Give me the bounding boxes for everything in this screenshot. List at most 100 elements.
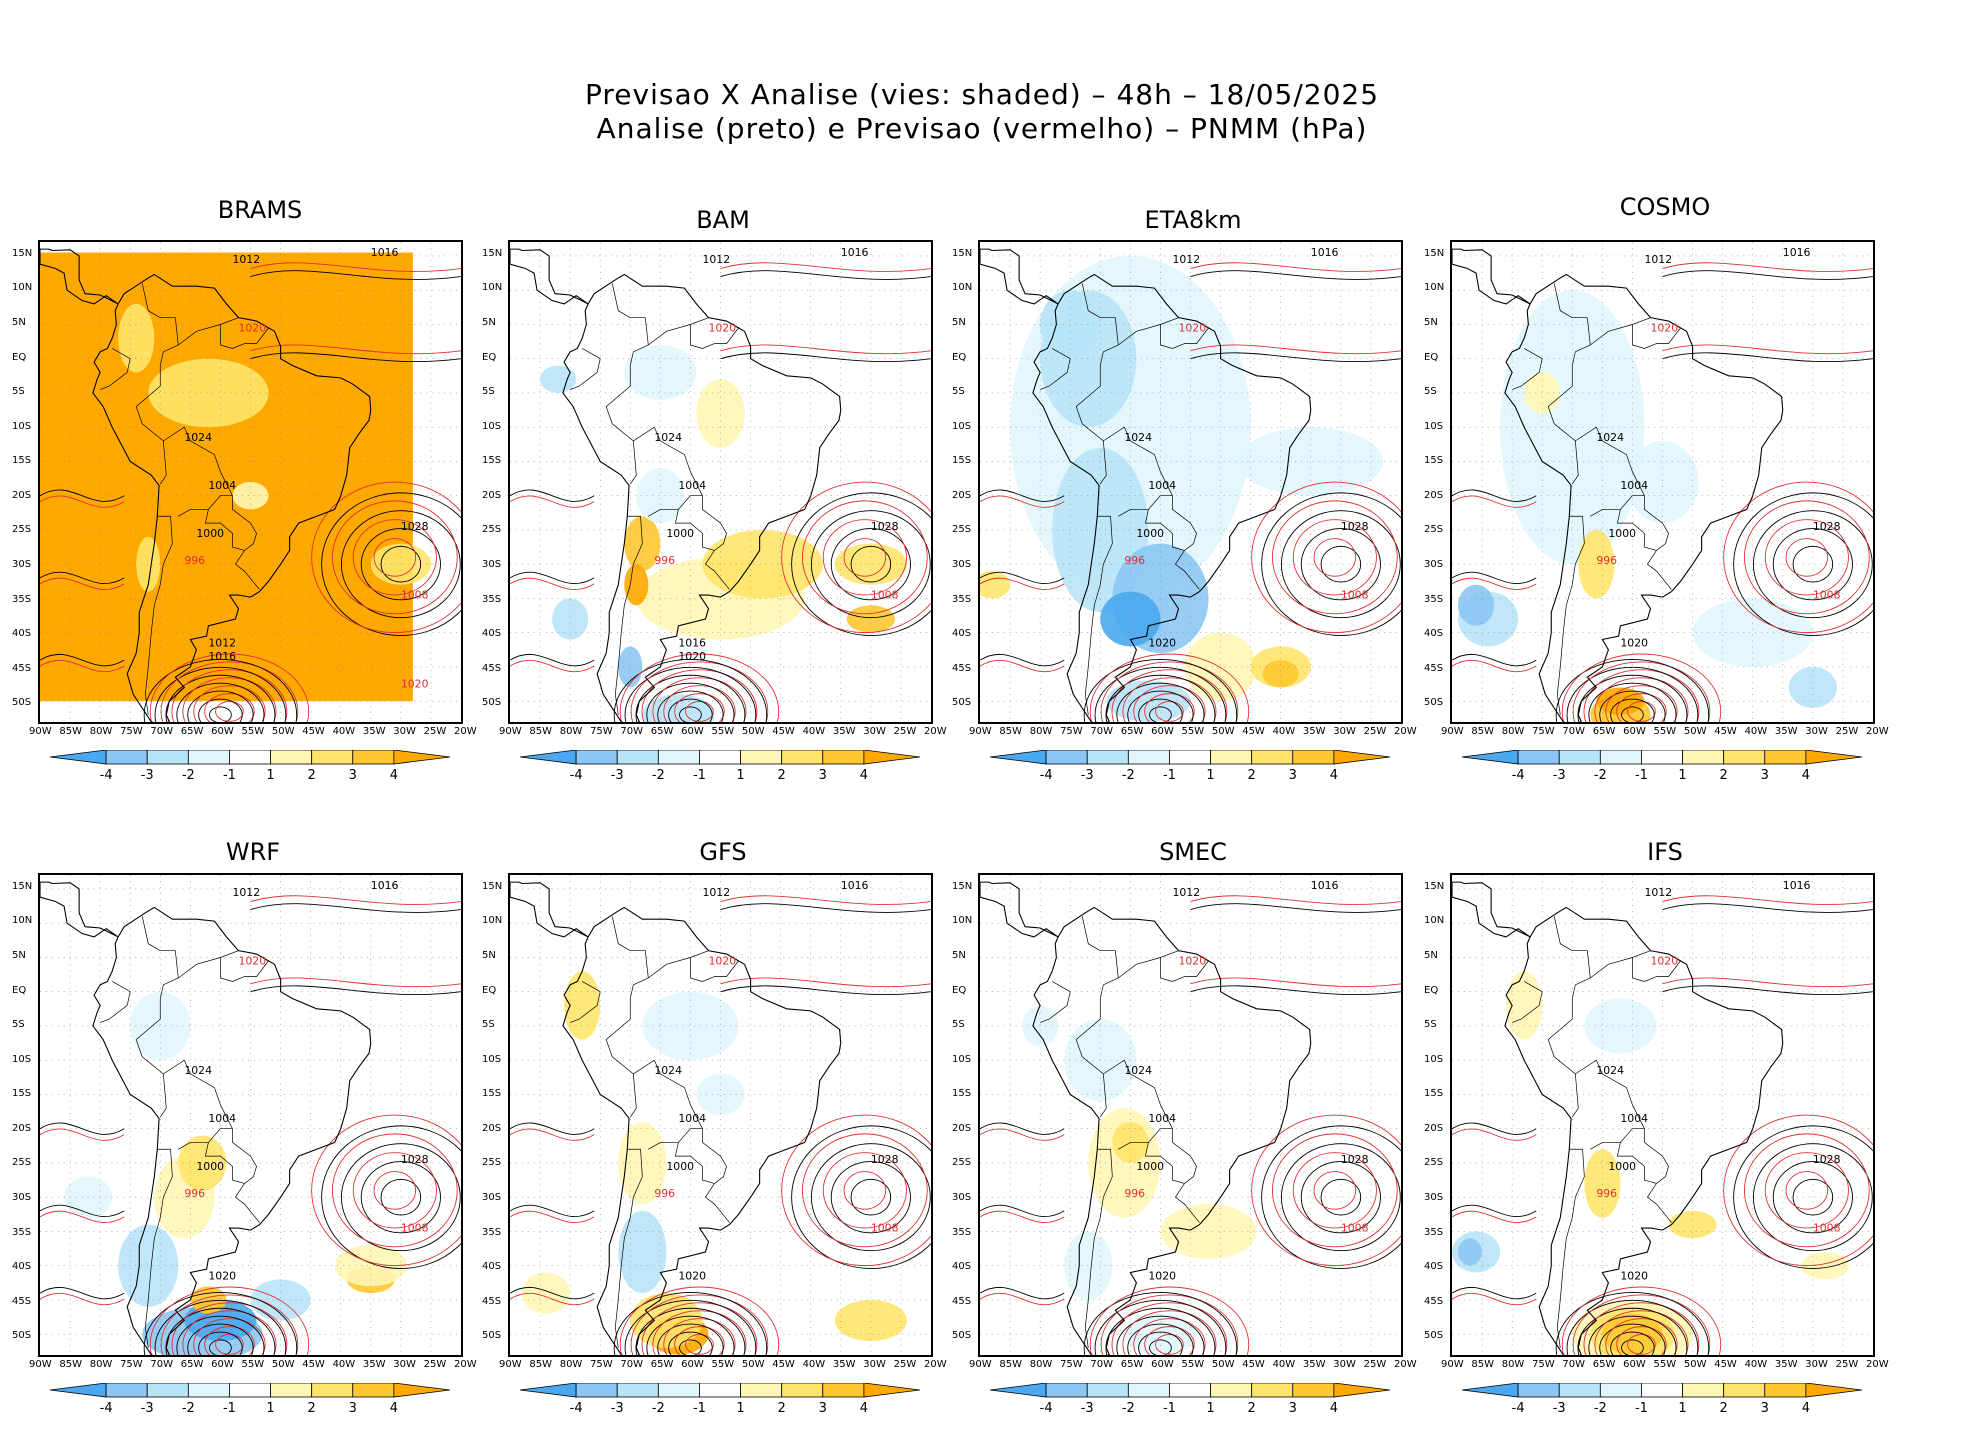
isobar-analysis xyxy=(980,1122,1065,1135)
lon-tick-label: 85W xyxy=(59,1359,82,1370)
isobar-label: 1004 xyxy=(208,479,236,492)
isobar-analysis xyxy=(1792,545,1834,583)
south-america-outline xyxy=(1504,906,1784,1355)
lon-tick-label: 50W xyxy=(1683,1359,1707,1370)
isobar-forecast xyxy=(980,1210,1065,1223)
country-border xyxy=(144,1148,173,1348)
lat-tick-label: 10N xyxy=(12,282,33,294)
isobar-analysis xyxy=(40,654,125,667)
country-border xyxy=(163,426,260,590)
colorbar-swatch xyxy=(990,750,1047,765)
colorbar-label: -2 xyxy=(1593,768,1607,783)
colorbar-label: 2 xyxy=(307,1401,316,1416)
lon-tick-label: 40W xyxy=(332,1359,356,1370)
isobar-analysis xyxy=(1452,571,1537,584)
colorbar-label: 4 xyxy=(389,768,399,783)
isobar-forecast xyxy=(1452,1210,1537,1223)
colorbar-swatch xyxy=(1251,750,1294,765)
isobar-forecast xyxy=(510,577,595,590)
isobar-forecast xyxy=(1144,1326,1195,1355)
isobar-analysis xyxy=(1772,528,1853,601)
lon-tick-label: 50W xyxy=(271,726,295,737)
isobar-analysis xyxy=(1733,1125,1873,1269)
country-border xyxy=(135,950,239,1118)
colorbar-swatch xyxy=(657,1383,700,1398)
lon-tick-label: 30W xyxy=(1333,1359,1356,1370)
isobar-analysis xyxy=(1094,1299,1227,1355)
map-canvas-wrf: 1012 1016 1020 1024 1028 1008 1004 1000 996 1020 xyxy=(40,875,461,1355)
isobar-label: 1008 xyxy=(1813,1221,1841,1234)
lon-tick-label: 40W xyxy=(802,1359,826,1370)
lon-tick-label: 70W xyxy=(1090,726,1114,737)
map-panel-wrf: 1012 1016 1020 1024 1028 1008 1004 1000 996 1020 xyxy=(38,873,463,1357)
isobar-forecast xyxy=(250,262,461,272)
isobar-analysis xyxy=(720,352,931,363)
lat-tick-label: 45S xyxy=(12,1295,32,1307)
isobar-forecast xyxy=(980,660,1065,673)
colorbar-label: -3 xyxy=(1552,768,1566,783)
isobar-forecast xyxy=(1583,669,1700,722)
country-border xyxy=(1556,1148,1585,1348)
isobar-forecast xyxy=(352,1152,437,1229)
colorbar-label: 4 xyxy=(859,768,869,783)
colorbar-swatch xyxy=(616,1383,659,1398)
country-border xyxy=(1081,916,1119,979)
colorbar-label: -4 xyxy=(1039,1401,1053,1416)
isobar-forecast xyxy=(1313,1171,1357,1210)
isobar-forecast xyxy=(1572,661,1711,722)
lat-tick-label: 40S xyxy=(1424,628,1444,640)
lon-tick-label: 20W xyxy=(924,726,947,737)
colorbar-label: -4 xyxy=(99,1401,113,1416)
lat-tick-label: 5S xyxy=(12,1019,25,1031)
isobar-label: 1020 xyxy=(208,1269,236,1282)
isobar-forecast xyxy=(630,661,769,722)
isobar-analysis xyxy=(657,690,724,722)
isobar-label: 1012 xyxy=(702,886,730,899)
lon-tick-label: 45W xyxy=(772,726,795,737)
lat-tick-label: 30S xyxy=(12,558,32,570)
isobar-label: 1004 xyxy=(1620,479,1648,492)
colorbar-swatch xyxy=(1333,1383,1390,1398)
isobar-analysis xyxy=(1116,1315,1205,1355)
bias-patch-neg1 xyxy=(1692,598,1813,667)
colorbar-label: 3 xyxy=(1288,768,1297,783)
lat-tick-label: 35S xyxy=(952,593,972,605)
country-border xyxy=(614,515,643,715)
isobar-analysis xyxy=(1555,658,1710,722)
lat-tick-label: 50S xyxy=(1424,697,1444,709)
isobar-forecast xyxy=(1089,1286,1250,1355)
map-canvas-eta: 1012 1016 1020 1024 1028 1008 1004 1000 996 1020 xyxy=(980,242,1401,722)
bias-field-positive-4 xyxy=(40,252,413,702)
isobars xyxy=(510,895,931,1355)
map-panel-bam: 1012 1016 1020 1024 1028 1008 1004 1000 996 1016 1… xyxy=(508,240,933,724)
lon-tick-label: 80W xyxy=(1501,726,1525,737)
isobar-forecast xyxy=(1452,1293,1537,1306)
lon-tick-label: 60W xyxy=(1151,726,1174,737)
isobar-analysis xyxy=(1610,698,1655,722)
isobar-label: 1012 xyxy=(702,253,730,266)
lon-tick-label: 55W xyxy=(711,1359,735,1370)
coastline xyxy=(40,881,372,1355)
colorbar-swatch xyxy=(146,1383,189,1398)
lon-tick-label: 70W xyxy=(620,1359,644,1370)
bias-patch-pos2 xyxy=(136,536,161,592)
isobar-forecast xyxy=(1743,500,1870,615)
isobar-forecast xyxy=(1155,1334,1184,1355)
isobar-analysis xyxy=(360,528,441,601)
central-america-outline xyxy=(40,248,119,305)
isobar-label: 1004 xyxy=(208,1112,236,1125)
isobar-analysis xyxy=(250,985,461,996)
isobar-analysis xyxy=(1452,654,1537,667)
isobar-analysis xyxy=(40,1122,125,1135)
lat-tick-label: 15S xyxy=(12,455,32,467)
lat-tick-label: 50S xyxy=(12,697,32,709)
isobar-analysis xyxy=(198,698,243,722)
isobar-label: 1000 xyxy=(196,527,224,540)
bias-patch-pos1 xyxy=(522,1272,571,1314)
lon-tick-label: 35W xyxy=(362,1359,386,1370)
panel-title-bam: BAM xyxy=(696,206,750,234)
colorbar-swatch xyxy=(1805,750,1862,765)
isobar-forecast xyxy=(1122,677,1217,722)
lon-tick-label: 25W xyxy=(893,726,917,737)
colorbar-ifs: -4 -3 -2 -1 1 2 3 4 xyxy=(1462,1383,1862,1423)
